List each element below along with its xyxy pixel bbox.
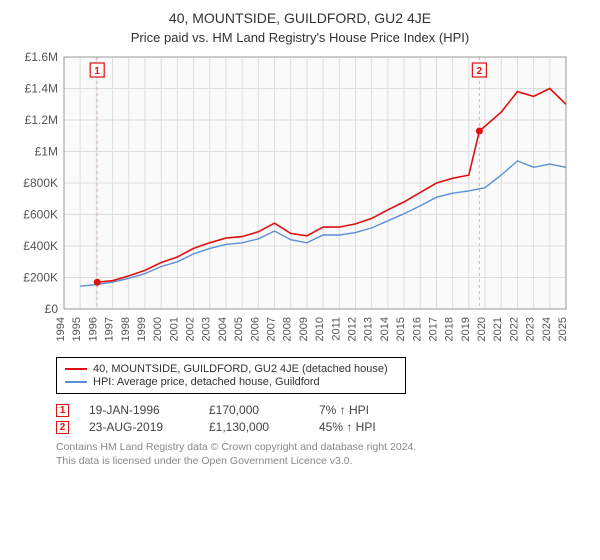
svg-text:2020: 2020	[476, 317, 488, 341]
sale-date: 19-JAN-1996	[89, 403, 189, 417]
svg-text:2022: 2022	[508, 317, 520, 341]
sales-list: 1 19-JAN-1996 £170,000 7% ↑ HPI 2 23-AUG-2019…	[14, 400, 586, 437]
svg-text:£1.4M: £1.4M	[25, 82, 58, 96]
sale-date: 23-AUG-2019	[89, 420, 189, 434]
svg-text:2000: 2000	[152, 317, 164, 341]
svg-text:2006: 2006	[249, 317, 261, 341]
footer-line1: Contains HM Land Registry data © Crown c…	[56, 441, 586, 455]
svg-text:2001: 2001	[168, 317, 180, 341]
svg-text:2019: 2019	[460, 317, 472, 341]
legend-swatch	[65, 381, 87, 383]
svg-text:2004: 2004	[217, 317, 229, 341]
svg-text:2007: 2007	[266, 317, 278, 341]
svg-text:1996: 1996	[87, 317, 99, 341]
svg-text:2012: 2012	[346, 317, 358, 341]
svg-text:1999: 1999	[136, 317, 148, 341]
svg-text:2: 2	[477, 66, 483, 77]
svg-text:2023: 2023	[525, 317, 537, 341]
sale-hpi: 45% ↑ HPI	[319, 420, 376, 434]
svg-text:2017: 2017	[427, 317, 439, 341]
svg-text:£400K: £400K	[23, 239, 58, 253]
svg-text:2008: 2008	[282, 317, 294, 341]
svg-text:2021: 2021	[492, 317, 504, 341]
svg-text:1: 1	[94, 66, 100, 77]
sale-price: £1,130,000	[209, 420, 299, 434]
svg-text:£800K: £800K	[23, 176, 58, 190]
svg-text:2010: 2010	[314, 317, 326, 341]
footer-line2: This data is licensed under the Open Gov…	[56, 455, 586, 469]
svg-text:£1M: £1M	[35, 145, 58, 159]
chart-subtitle: Price paid vs. HM Land Registry's House …	[14, 30, 586, 45]
svg-text:2016: 2016	[411, 317, 423, 341]
legend-item: 40, MOUNTSIDE, GUILDFORD, GU2 4JE (detac…	[65, 363, 397, 375]
legend-item: HPI: Average price, detached house, Guil…	[65, 376, 397, 388]
footer-text: Contains HM Land Registry data © Crown c…	[56, 441, 586, 468]
svg-text:1997: 1997	[104, 317, 116, 341]
sale-marker: 1	[56, 404, 69, 417]
svg-text:£600K: £600K	[23, 208, 58, 222]
legend-label: 40, MOUNTSIDE, GUILDFORD, GU2 4JE (detac…	[93, 363, 388, 375]
svg-text:£200K: £200K	[23, 271, 58, 285]
svg-text:£0: £0	[45, 302, 59, 316]
svg-text:£1.2M: £1.2M	[25, 113, 58, 127]
sale-hpi: 7% ↑ HPI	[319, 403, 369, 417]
svg-text:2011: 2011	[330, 317, 342, 341]
legend-label: HPI: Average price, detached house, Guil…	[93, 376, 320, 388]
sale-price: £170,000	[209, 403, 299, 417]
sale-marker: 2	[56, 421, 69, 434]
line-chart: £0 £200K £400K £600K £800K £1M £1.2M £1.4M £1.6M…	[14, 51, 574, 351]
sale-row: 2 23-AUG-2019 £1,130,000 45% ↑ HPI	[56, 420, 586, 434]
svg-text:2015: 2015	[395, 317, 407, 341]
svg-text:£1.6M: £1.6M	[25, 51, 58, 64]
svg-text:1995: 1995	[71, 317, 83, 341]
svg-text:2009: 2009	[298, 317, 310, 341]
svg-text:2024: 2024	[541, 317, 553, 341]
svg-text:2002: 2002	[185, 317, 197, 341]
svg-text:2003: 2003	[201, 317, 213, 341]
svg-text:2018: 2018	[444, 317, 456, 341]
svg-text:1994: 1994	[55, 317, 67, 341]
legend-swatch	[65, 368, 87, 370]
chart-area: £0 £200K £400K £600K £800K £1M £1.2M £1.4M £1.6M…	[14, 51, 586, 351]
sale-row: 1 19-JAN-1996 £170,000 7% ↑ HPI	[56, 403, 586, 417]
svg-text:1998: 1998	[120, 317, 132, 341]
svg-text:2013: 2013	[363, 317, 375, 341]
svg-text:2025: 2025	[557, 317, 569, 341]
svg-text:2005: 2005	[233, 317, 245, 341]
chart-title: 40, MOUNTSIDE, GUILDFORD, GU2 4JE	[14, 10, 586, 26]
legend: 40, MOUNTSIDE, GUILDFORD, GU2 4JE (detac…	[56, 357, 406, 394]
svg-text:2014: 2014	[379, 317, 391, 341]
